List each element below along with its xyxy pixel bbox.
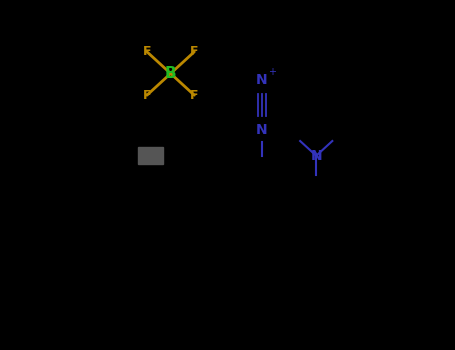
Text: F: F: [143, 89, 151, 102]
Text: +: +: [268, 67, 276, 77]
Text: B: B: [165, 66, 177, 81]
Text: F: F: [190, 45, 198, 58]
Text: N: N: [310, 149, 322, 163]
Text: N: N: [256, 122, 268, 136]
Text: F: F: [190, 89, 198, 102]
Bar: [137, 147, 163, 164]
Text: F: F: [143, 45, 151, 58]
Text: N: N: [256, 74, 268, 88]
